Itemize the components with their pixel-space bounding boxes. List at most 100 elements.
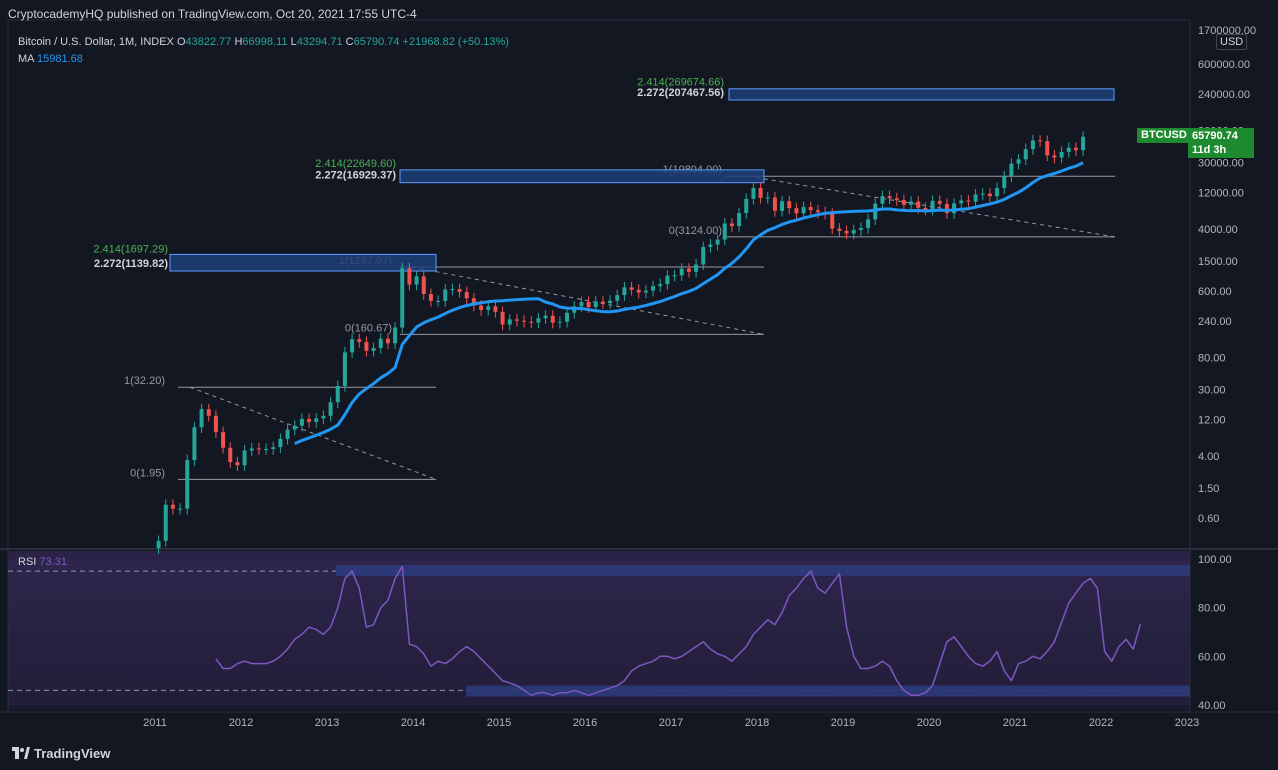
footer: TradingView <box>0 738 1278 770</box>
target-zone-2 <box>399 169 765 184</box>
time-tick-label: 2014 <box>401 717 425 729</box>
candle-body <box>328 402 333 416</box>
candle-body <box>995 188 1000 197</box>
fib-ext-label-3: 2.414(22649.60) <box>315 158 396 170</box>
candle-body <box>665 275 670 285</box>
candle-body <box>385 338 390 344</box>
candle-body <box>608 300 613 304</box>
candle-body <box>357 339 362 342</box>
candle-body <box>371 348 376 351</box>
candle-body <box>1038 140 1043 142</box>
candle-body <box>450 288 455 290</box>
grid <box>0 19 1278 713</box>
time-tick-label: 2017 <box>659 717 683 729</box>
candle-body <box>980 193 985 195</box>
candle-body <box>815 210 820 213</box>
target-zone-1 <box>169 253 437 272</box>
candle-body <box>436 300 441 302</box>
candle-body <box>866 219 871 228</box>
rsi-line <box>215 565 1142 697</box>
time-tick-label: 2018 <box>745 717 769 729</box>
candle-body <box>966 200 971 202</box>
candle-body <box>916 201 921 208</box>
candle-body <box>514 319 519 321</box>
candle-body <box>342 352 347 387</box>
ma-line <box>294 161 1084 445</box>
rsi-band <box>8 559 1190 705</box>
fib-ext-label-1: 2.414(1697.29) <box>93 243 168 255</box>
candle-body <box>1081 136 1086 151</box>
candle-body <box>271 447 276 450</box>
candle-body <box>894 198 899 201</box>
ma-label[interactable]: MA <box>18 53 34 65</box>
rsi-label[interactable]: RSI <box>18 556 37 568</box>
candle-body <box>1009 163 1014 177</box>
candle-body <box>414 276 419 285</box>
candle-body <box>615 295 620 301</box>
candle-body <box>880 196 885 204</box>
candle-body <box>292 425 297 430</box>
time-tick-label: 2015 <box>487 717 511 729</box>
publish-bar: CryptocademyHQ published on TradingView.… <box>0 0 1278 28</box>
close-label: C <box>345 36 354 48</box>
candle-body <box>400 268 405 328</box>
time-tick-label: 2012 <box>229 717 253 729</box>
fib-trendline-2 <box>411 266 765 335</box>
candle-body <box>457 288 462 292</box>
candle-body <box>464 291 469 299</box>
rsi-tick-label: 100.00 <box>1198 554 1232 566</box>
price-tick-label: 0.60 <box>1198 513 1219 525</box>
candle-body <box>256 448 261 450</box>
last-price: 65790.74 <box>1192 130 1238 142</box>
low-value: 43294.71 <box>296 36 343 48</box>
candle-body <box>486 306 491 310</box>
candle-body <box>622 287 627 296</box>
high-label: H <box>234 36 243 48</box>
rsi-value: 73.31 <box>39 556 67 568</box>
tradingview-logo[interactable]: TradingView <box>12 746 110 761</box>
change-value: +21968.82 (+50.13%) <box>402 36 509 48</box>
candle-body <box>858 227 863 231</box>
candle-body <box>629 287 634 290</box>
candle-body <box>221 432 226 448</box>
candle-body <box>930 200 935 210</box>
candle-body <box>1023 149 1028 160</box>
price-tick-label: 1500.00 <box>1198 256 1238 268</box>
candle-body <box>952 203 957 214</box>
candle-body <box>565 312 570 322</box>
time-tick-label: 2020 <box>917 717 941 729</box>
candle-body <box>314 418 319 422</box>
fib-label-5: 0(3124.00) <box>669 225 722 237</box>
candle-body <box>421 276 426 294</box>
candle-body <box>264 449 269 451</box>
candle-body <box>758 187 763 198</box>
candle-body <box>307 418 312 422</box>
price-tick-label: 1.50 <box>1198 483 1219 495</box>
candle-body <box>593 301 598 308</box>
candle-body <box>729 223 734 227</box>
candle-body <box>285 429 290 439</box>
candle-body <box>1002 176 1007 189</box>
price-tick-label: 240.00 <box>1198 316 1232 328</box>
symbol-title[interactable]: Bitcoin / U.S. Dollar, 1M, INDEX <box>18 36 174 48</box>
price-tick-label: 80.00 <box>1198 352 1226 364</box>
candle-body <box>228 447 233 463</box>
candle-body <box>808 207 813 211</box>
rsi-tick-label: 40.00 <box>1198 700 1226 712</box>
candle-body <box>780 201 785 211</box>
price-tick-label: 30.00 <box>1198 385 1226 397</box>
fib-ext-label-2: 2.272(1139.82) <box>94 258 168 270</box>
open-value: 43822.77 <box>185 36 232 48</box>
candle-body <box>686 268 691 272</box>
candle-body <box>651 286 656 291</box>
ma-value: 15981.68 <box>36 53 83 65</box>
low-label: L <box>290 36 297 48</box>
candle-body <box>529 321 534 323</box>
chart-frame <box>7 19 1191 713</box>
currency-badge[interactable]: USD <box>1216 34 1248 50</box>
candle-body <box>199 409 204 428</box>
candle-body <box>987 193 992 197</box>
fib-label-0: 0(1.95) <box>130 467 165 479</box>
candle-body <box>407 268 412 285</box>
